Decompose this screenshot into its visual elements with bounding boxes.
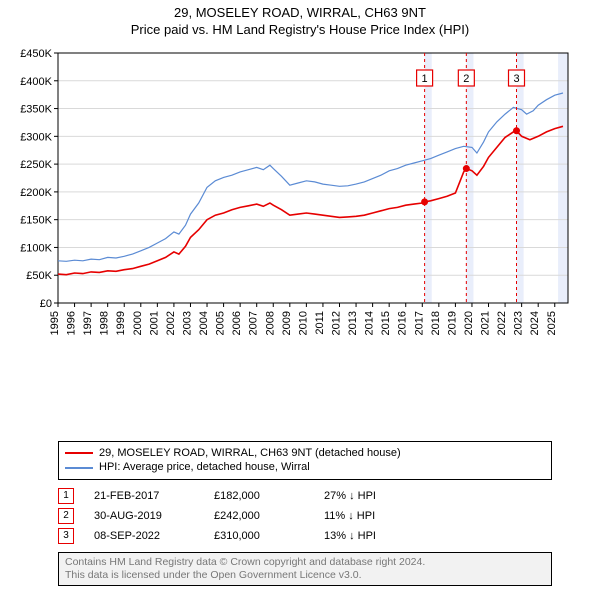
shaded-band <box>466 53 473 303</box>
event-price: £242,000 <box>214 510 304 522</box>
x-tick-label: 2008 <box>264 311 276 335</box>
x-tick-label: 2017 <box>413 311 425 335</box>
y-tick-label: £400K <box>20 76 52 88</box>
legend-box: 29, MOSELEY ROAD, WIRRAL, CH63 9NT (deta… <box>58 441 552 480</box>
event-tag: 2 <box>58 508 74 524</box>
chart-area: £0 £50K £100K £150K £200K £250K £300K £350K £400… <box>8 43 592 435</box>
event-row: 1 21-FEB-2017 £182,000 27% ↓ HPI <box>58 488 552 504</box>
shaded-band <box>425 53 432 303</box>
x-tick-label: 2007 <box>248 311 260 335</box>
x-tick-label: 2019 <box>446 311 458 335</box>
legend-row: 29, MOSELEY ROAD, WIRRAL, CH63 9NT (deta… <box>65 446 545 460</box>
y-tick-label: £450K <box>20 48 52 60</box>
x-tick-label: 2021 <box>480 311 492 335</box>
x-tick-label: 1997 <box>82 311 94 335</box>
x-tick-label: 2024 <box>529 311 541 335</box>
legend-row: HPI: Average price, detached house, Wirr… <box>65 460 545 474</box>
events-table: 1 21-FEB-2017 £182,000 27% ↓ HPI 2 30-AUG-201… <box>58 488 552 548</box>
x-tick-label: 2014 <box>364 311 376 335</box>
shaded-band <box>558 53 568 303</box>
x-tick-label: 2020 <box>463 311 475 335</box>
event-price: £310,000 <box>214 530 304 542</box>
title-line-2: Price paid vs. HM Land Registry's House … <box>8 22 592 37</box>
x-tick-label: 2009 <box>281 311 293 335</box>
x-tick-label: 2023 <box>513 311 525 335</box>
y-tick-label: £150K <box>20 215 52 227</box>
x-tick-label: 2013 <box>347 311 359 335</box>
x-tick-label: 2015 <box>380 311 392 335</box>
y-tick-label: £100K <box>20 243 52 255</box>
x-tick-label: 1995 <box>49 311 61 335</box>
marker-dot <box>463 165 470 172</box>
x-tick-label: 2000 <box>132 311 144 335</box>
event-date: 30-AUG-2019 <box>94 510 194 522</box>
marker-dot <box>513 128 520 135</box>
event-row: 2 30-AUG-2019 £242,000 11% ↓ HPI <box>58 508 552 524</box>
event-date: 21-FEB-2017 <box>94 490 194 502</box>
x-tick-label: 1999 <box>115 311 127 335</box>
x-tick-label: 1998 <box>99 311 111 335</box>
chart-svg: £0 £50K £100K £150K £200K £250K £300K £350K £400… <box>8 43 592 363</box>
x-tick-label: 2012 <box>330 311 342 335</box>
y-tick-label: £200K <box>20 187 52 199</box>
x-tick-label: 2005 <box>215 311 227 335</box>
x-tick-label: 2001 <box>148 311 160 335</box>
legend-swatch <box>65 467 93 469</box>
event-diff: 27% ↓ HPI <box>324 490 376 502</box>
footer-line-1: Contains HM Land Registry data © Crown c… <box>65 556 545 569</box>
legend-label: 29, MOSELEY ROAD, WIRRAL, CH63 9NT (deta… <box>99 446 401 460</box>
event-diff: 13% ↓ HPI <box>324 530 376 542</box>
x-tick-label: 2002 <box>165 311 177 335</box>
y-tick-label: £300K <box>20 132 52 144</box>
x-tick-label: 2004 <box>198 311 210 335</box>
y-tick-label: £350K <box>20 104 52 116</box>
marker-label: 2 <box>463 73 469 85</box>
event-row: 3 08-SEP-2022 £310,000 13% ↓ HPI <box>58 528 552 544</box>
legend-label: HPI: Average price, detached house, Wirr… <box>99 460 310 474</box>
event-tag: 1 <box>58 488 74 504</box>
x-tick-label: 2025 <box>546 311 558 335</box>
x-tick-label: 2010 <box>297 311 309 335</box>
x-tick-label: 2006 <box>231 311 243 335</box>
event-diff: 11% ↓ HPI <box>324 510 375 522</box>
title-line-1: 29, MOSELEY ROAD, WIRRAL, CH63 9NT <box>8 6 592 20</box>
footer-box: Contains HM Land Registry data © Crown c… <box>58 552 552 586</box>
y-tick-label: £0 <box>40 298 52 310</box>
x-tick-label: 2022 <box>496 311 508 335</box>
legend-swatch <box>65 452 93 454</box>
y-tick-label: £250K <box>20 159 52 171</box>
event-date: 08-SEP-2022 <box>94 530 194 542</box>
x-tick-label: 2016 <box>397 311 409 335</box>
x-tick-label: 1996 <box>66 311 78 335</box>
shaded-band <box>517 53 524 303</box>
y-tick-label: £50K <box>26 271 52 283</box>
footer-line-2: This data is licensed under the Open Gov… <box>65 569 545 582</box>
x-tick-label: 2011 <box>314 311 326 335</box>
x-tick-label: 2018 <box>430 311 442 335</box>
event-price: £182,000 <box>214 490 304 502</box>
x-tick-label: 2003 <box>181 311 193 335</box>
marker-label: 3 <box>513 73 519 85</box>
marker-label: 1 <box>422 73 428 85</box>
marker-dot <box>421 199 428 206</box>
event-tag: 3 <box>58 528 74 544</box>
